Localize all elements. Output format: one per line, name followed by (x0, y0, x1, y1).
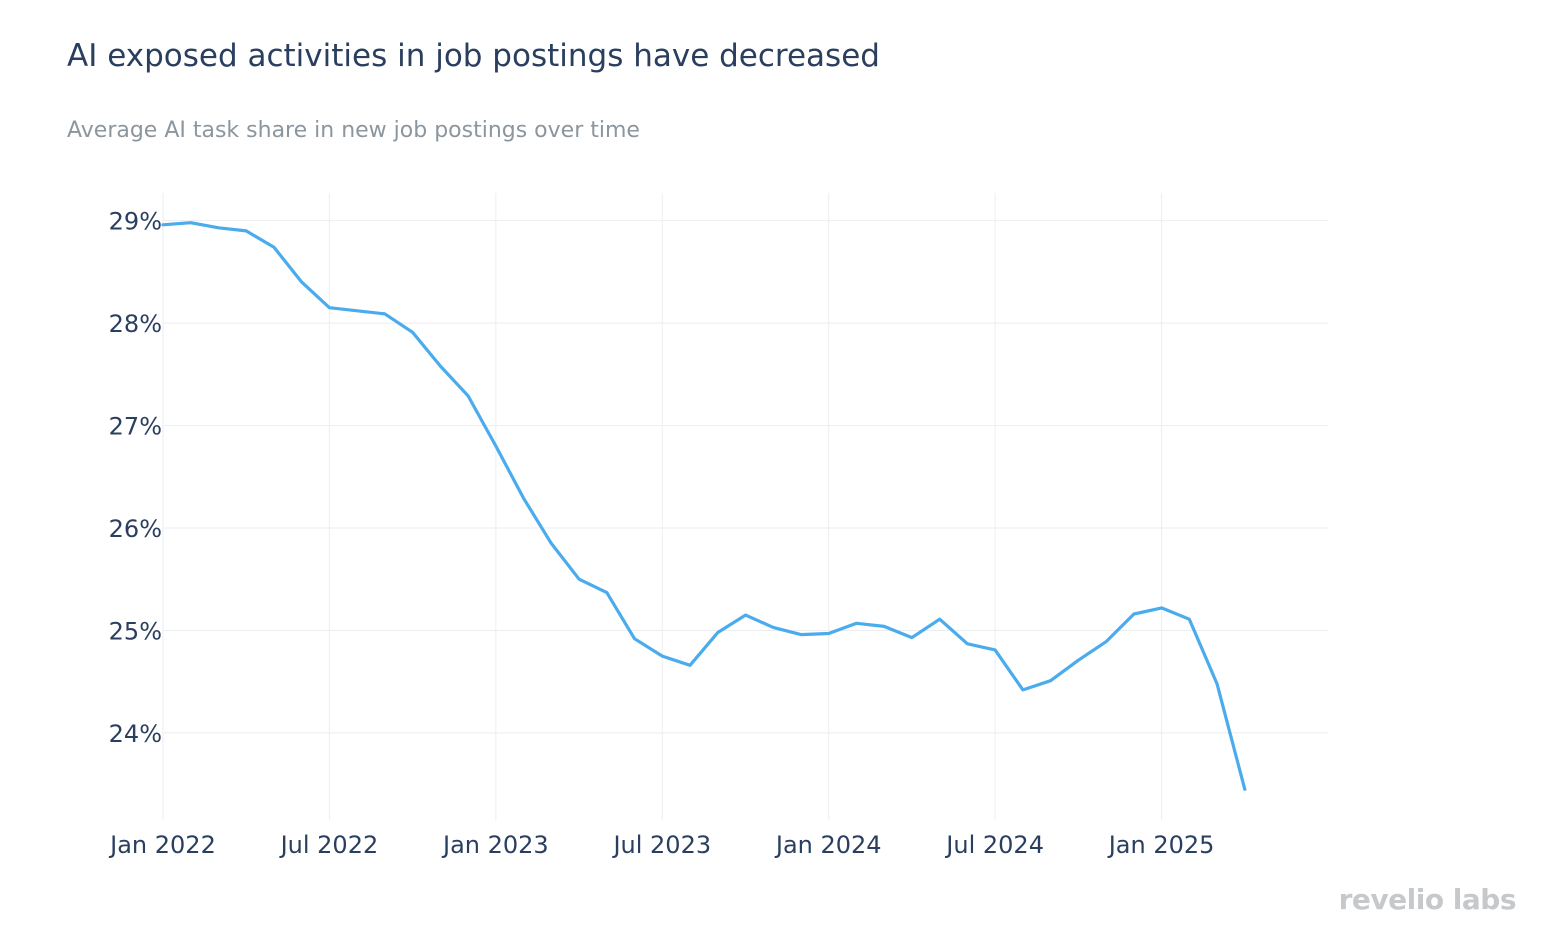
y-tick-label: 27% (109, 413, 162, 441)
chart-subtitle: Average AI task share in new job posting… (67, 118, 640, 143)
y-tick-label: 25% (109, 617, 162, 645)
x-tick-label: Jan 2022 (108, 831, 216, 859)
y-tick-label: 29% (109, 208, 162, 236)
series-layer (161, 221, 1247, 791)
x-tick-label: Jan 2023 (441, 831, 549, 859)
y-gridlines (163, 220, 1328, 734)
series-line (161, 221, 1247, 791)
y-tick-label: 24% (109, 720, 162, 748)
chart-title: AI exposed activities in job postings ha… (67, 38, 880, 74)
x-tick-label: Jan 2025 (1107, 831, 1215, 859)
x-gridlines (162, 193, 1163, 820)
y-tick-labels: 24% 25% 26% 27% 28% 29% (109, 208, 162, 748)
x-tick-label: Jul 2023 (611, 831, 711, 859)
y-tick-label: 28% (109, 310, 162, 338)
x-tick-label: Jul 2024 (944, 831, 1044, 859)
y-tick-label: 26% (109, 515, 162, 543)
x-tick-label: Jul 2022 (279, 831, 379, 859)
x-tick-labels: Jan 2022 Jul 2022 Jan 2023 Jul 2023 Jan 2024… (108, 831, 1214, 859)
revelio-labs-logo: revelio labs (1338, 883, 1517, 916)
x-tick-label: Jan 2024 (774, 831, 882, 859)
